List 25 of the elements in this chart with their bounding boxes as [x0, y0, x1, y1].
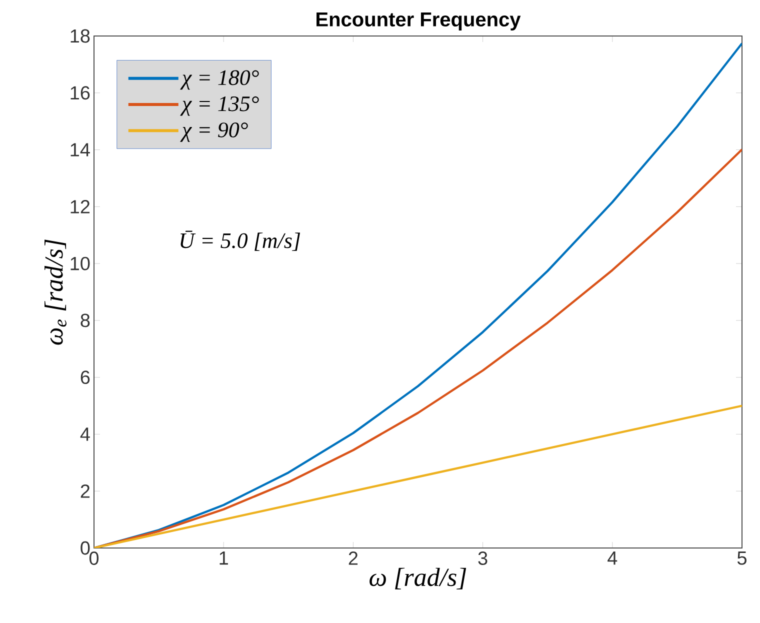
y-tick-label: 4 [80, 428, 90, 441]
y-tick-label: 16 [70, 86, 90, 100]
y-tick-label: 14 [70, 143, 90, 156]
y-tick-label: 6 [80, 370, 90, 384]
x-axis-title: ω [rad/s] [370, 568, 466, 590]
y-tick-label: 12 [70, 200, 90, 214]
x-tick-label: 0 [89, 552, 99, 565]
x-tick-label: 4 [608, 552, 618, 565]
x-tick-label: 5 [737, 552, 746, 565]
line-series [94, 148, 742, 548]
annotation: Ū = 5.0 [m/s] [180, 230, 300, 251]
y-tick-label: 10 [70, 256, 90, 270]
legend-label: χ = 90° [180, 122, 248, 142]
legend-label: χ = 135° [180, 96, 259, 116]
line-series [94, 42, 742, 548]
x-tick-label: 2 [348, 552, 358, 565]
x-tick-label: 3 [478, 552, 488, 565]
y-tick-label: 18 [70, 29, 90, 43]
y-tick-label: 0 [80, 541, 90, 555]
y-tick-label: 2 [80, 484, 90, 498]
y-axis-title: ω$_{e}$ [rad/s] [44, 240, 66, 345]
y-tick-label: 8 [80, 314, 90, 328]
x-tick-label: 1 [220, 552, 228, 565]
legend-label: χ = 180° [180, 70, 259, 90]
chart-title: Encounter Frequency [316, 12, 521, 30]
